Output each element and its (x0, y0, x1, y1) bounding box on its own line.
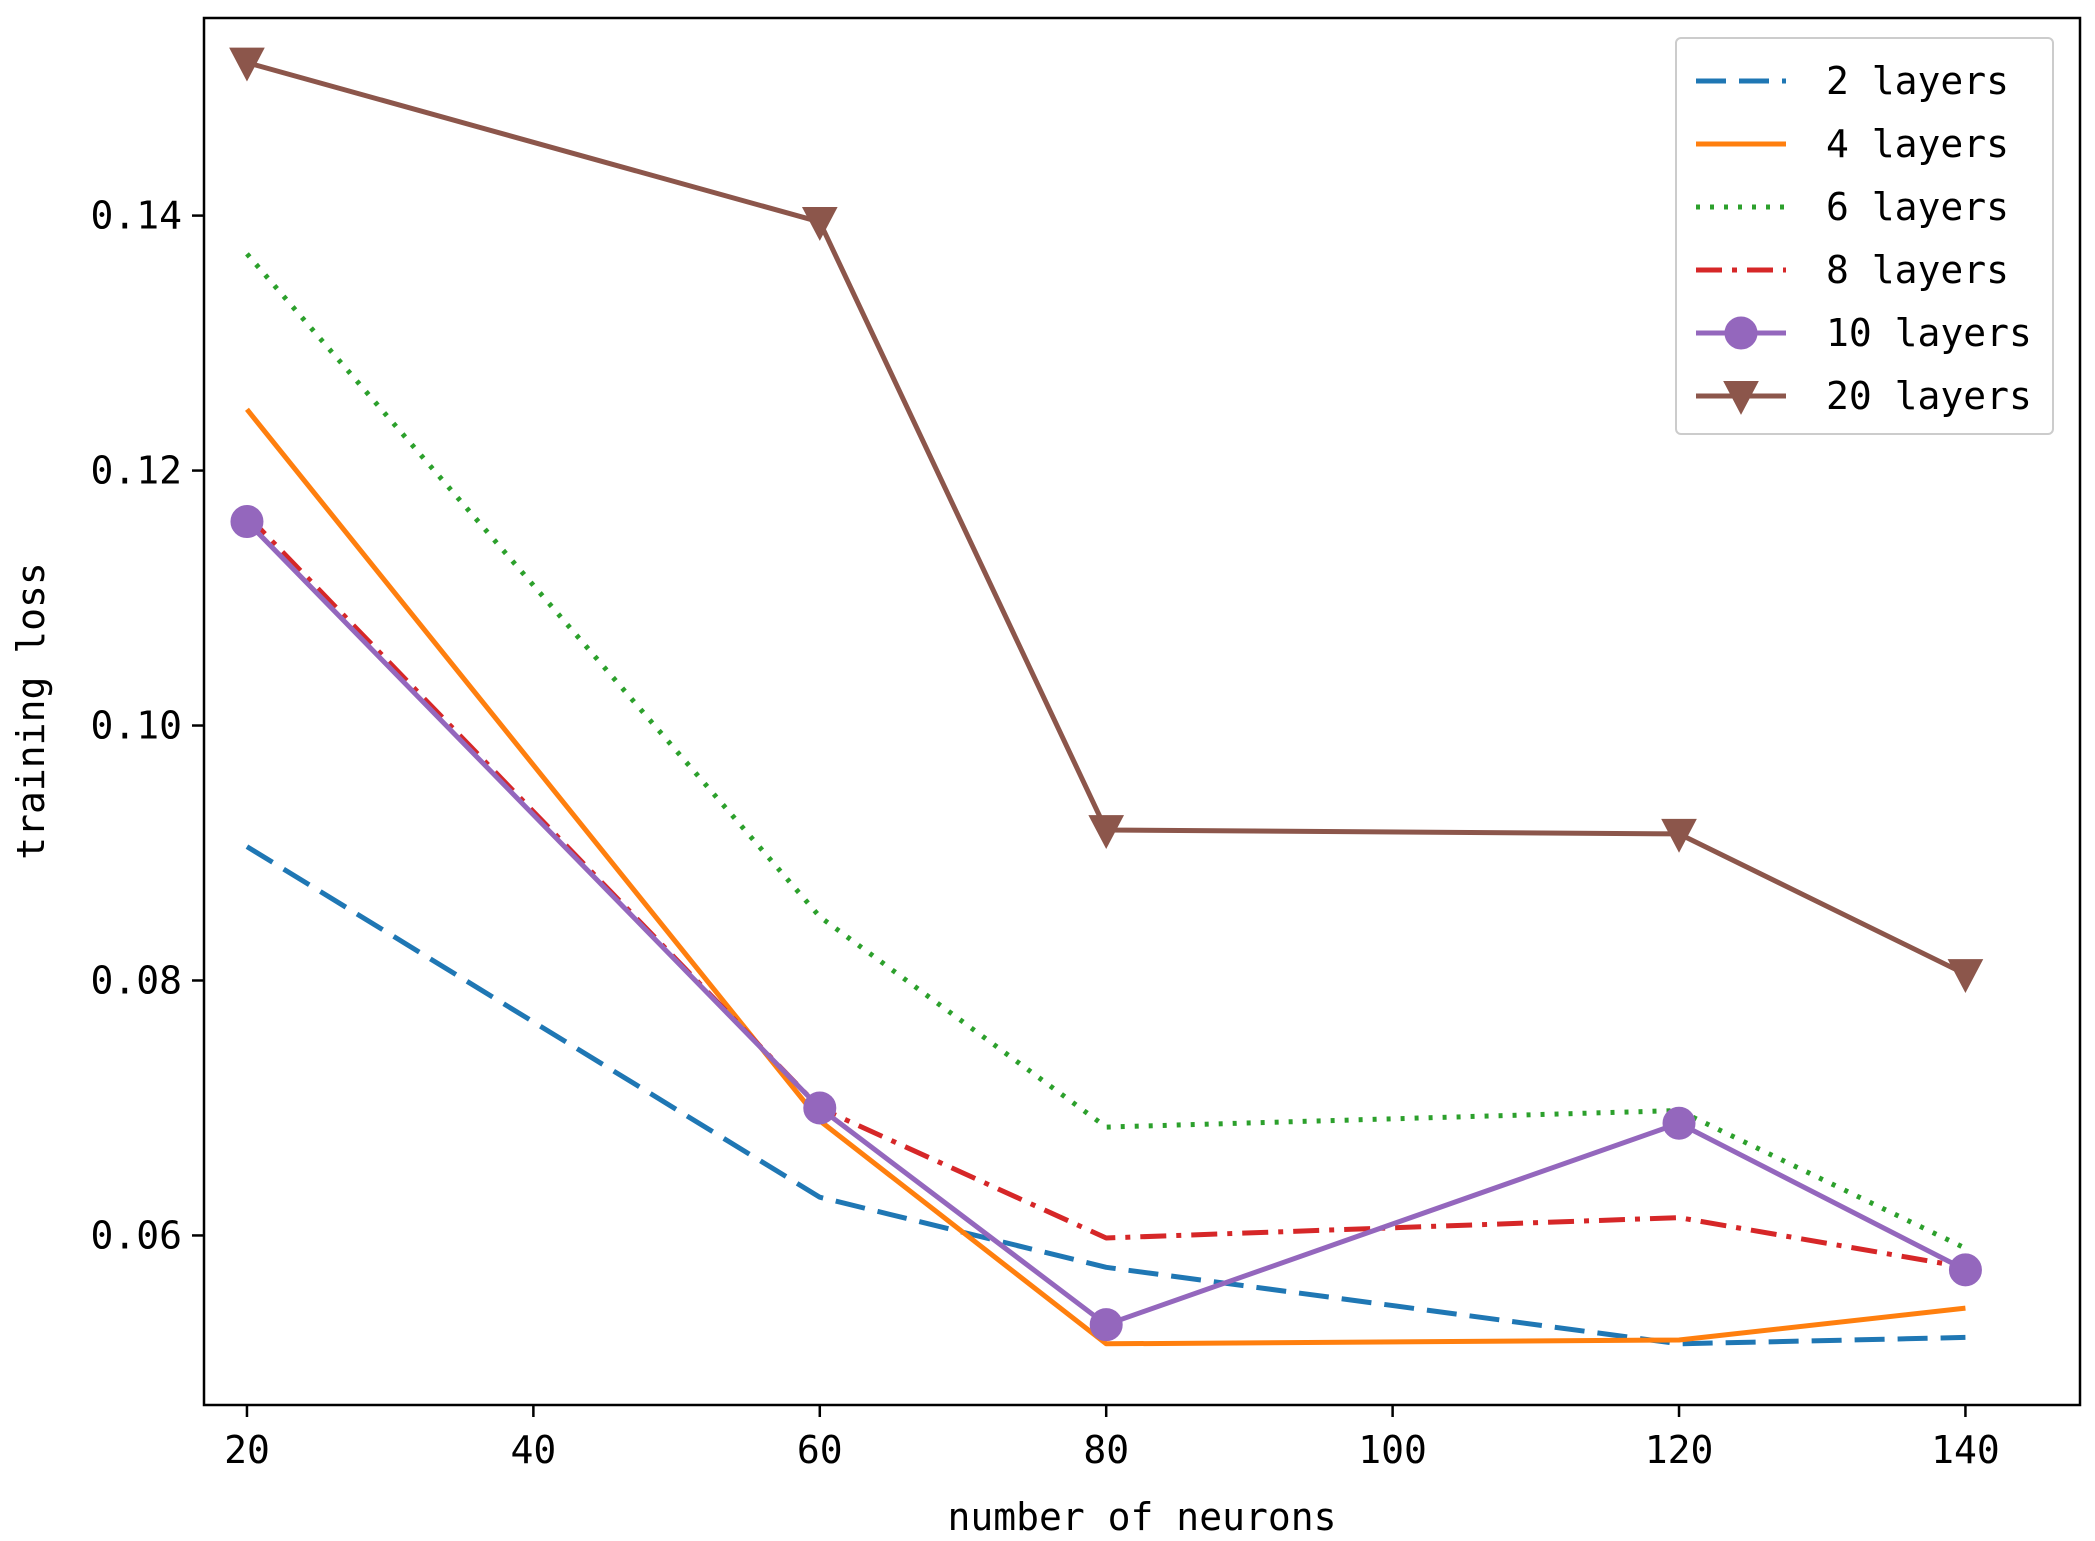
x-tick-label: 20 (224, 1428, 270, 1472)
legend-label: 8 layers (1826, 248, 2009, 292)
data-point-10-layers (1089, 1308, 1123, 1342)
y-axis-label: training loss (9, 562, 53, 859)
data-point-10-layers (803, 1091, 837, 1125)
legend-marker (1723, 381, 1759, 415)
data-point-10-layers (230, 505, 264, 539)
series-line-4-layers (245, 407, 1966, 1347)
legend-item-20-layers: 20 layers (1696, 374, 2032, 418)
x-tick-label: 140 (1931, 1428, 2000, 1472)
y-axis: 0.06 0.08 0.10 0.12 0.14 (90, 194, 204, 1257)
series-2-layers (245, 844, 1966, 1347)
data-point-20-layers (1661, 818, 1697, 853)
legend-item-2-layers: 2 layers (1696, 59, 2009, 103)
legend-label: 20 layers (1826, 374, 2032, 418)
series-line-8-layers (245, 513, 1966, 1270)
y-tick-label: 0.14 (90, 194, 182, 238)
legend-item-6-layers: 6 layers (1696, 185, 2009, 229)
legend-item-4-layers: 4 layers (1696, 122, 2009, 166)
legend-label: 4 layers (1826, 122, 2009, 166)
legend-item-8-layers: 8 layers (1696, 248, 2009, 292)
y-tick-label: 0.06 (90, 1213, 182, 1257)
data-point-20-layers (1088, 815, 1125, 849)
x-tick-label: 80 (1083, 1428, 1129, 1472)
legend-item-10-layers: 10 layers (1696, 311, 2032, 355)
data-point-10-layers (1662, 1106, 1696, 1140)
data-point-20-layers (1947, 959, 1984, 994)
x-tick-label: 40 (510, 1428, 556, 1472)
x-axis: 20 40 60 80 100 120 140 (224, 1405, 2000, 1472)
series-20-layers (229, 47, 1984, 994)
legend-marker (1724, 316, 1758, 350)
legend-label: 10 layers (1826, 311, 2032, 355)
series-line-2-layers (245, 844, 1966, 1347)
data-point-20-layers (801, 207, 838, 241)
x-tick-label: 100 (1358, 1428, 1427, 1472)
plot-frame (202, 16, 2082, 1407)
x-axis-label: number of neurons (948, 1495, 1337, 1539)
x-tick-label: 120 (1645, 1428, 1714, 1472)
data-point-20-layers (229, 47, 265, 82)
series-line-10-layers (245, 519, 1967, 1328)
legend-label: 6 layers (1826, 185, 2009, 229)
series-layer (229, 47, 1984, 1347)
y-tick-label: 0.10 (90, 704, 182, 748)
y-tick-label: 0.08 (90, 958, 182, 1002)
legend: 2 layers 4 layers 6 layers 8 layers 10 layer… (1675, 37, 2054, 435)
y-tick-label: 0.12 (90, 449, 182, 493)
x-tick-label: 60 (797, 1428, 843, 1472)
legend-label: 2 layers (1826, 59, 2009, 103)
series-10-layers (230, 505, 1982, 1342)
series-8-layers (245, 513, 1966, 1270)
data-point-10-layers (1948, 1253, 1982, 1287)
series-4-layers (245, 407, 1966, 1347)
